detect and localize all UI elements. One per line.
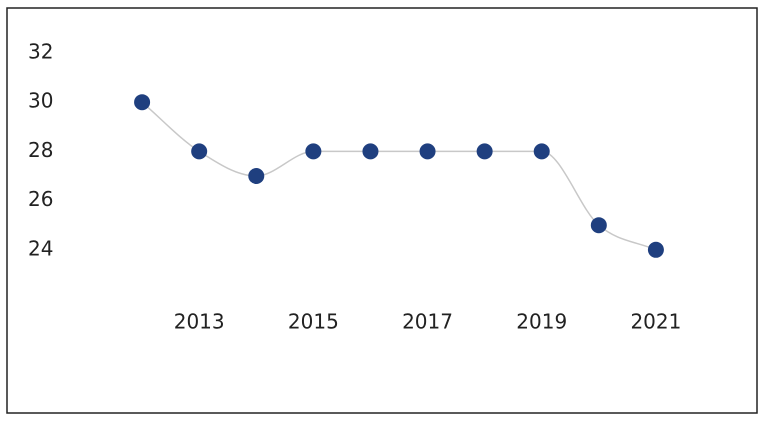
point [305, 143, 322, 160]
point [647, 241, 664, 258]
x-tick-label: 2021 [630, 310, 681, 334]
y-tick-label: 32 [28, 40, 53, 64]
y-tick-label: 26 [28, 187, 53, 211]
x-tick-label: 2019 [516, 310, 567, 334]
point [533, 143, 550, 160]
y-tick-label: 30 [28, 89, 53, 113]
point [419, 143, 436, 160]
x-tick-label: 2017 [402, 310, 453, 334]
point [476, 143, 493, 160]
point [362, 143, 379, 160]
y-tick-label: 28 [28, 138, 53, 162]
series-line [141, 101, 657, 251]
y-tick-label: 24 [28, 236, 53, 260]
point [191, 143, 208, 160]
x-tick-label: 2013 [174, 310, 225, 334]
point [134, 94, 151, 111]
x-tick-label: 2015 [288, 310, 339, 334]
chart-frame [6, 7, 758, 414]
point [248, 168, 265, 184]
point [590, 217, 607, 234]
